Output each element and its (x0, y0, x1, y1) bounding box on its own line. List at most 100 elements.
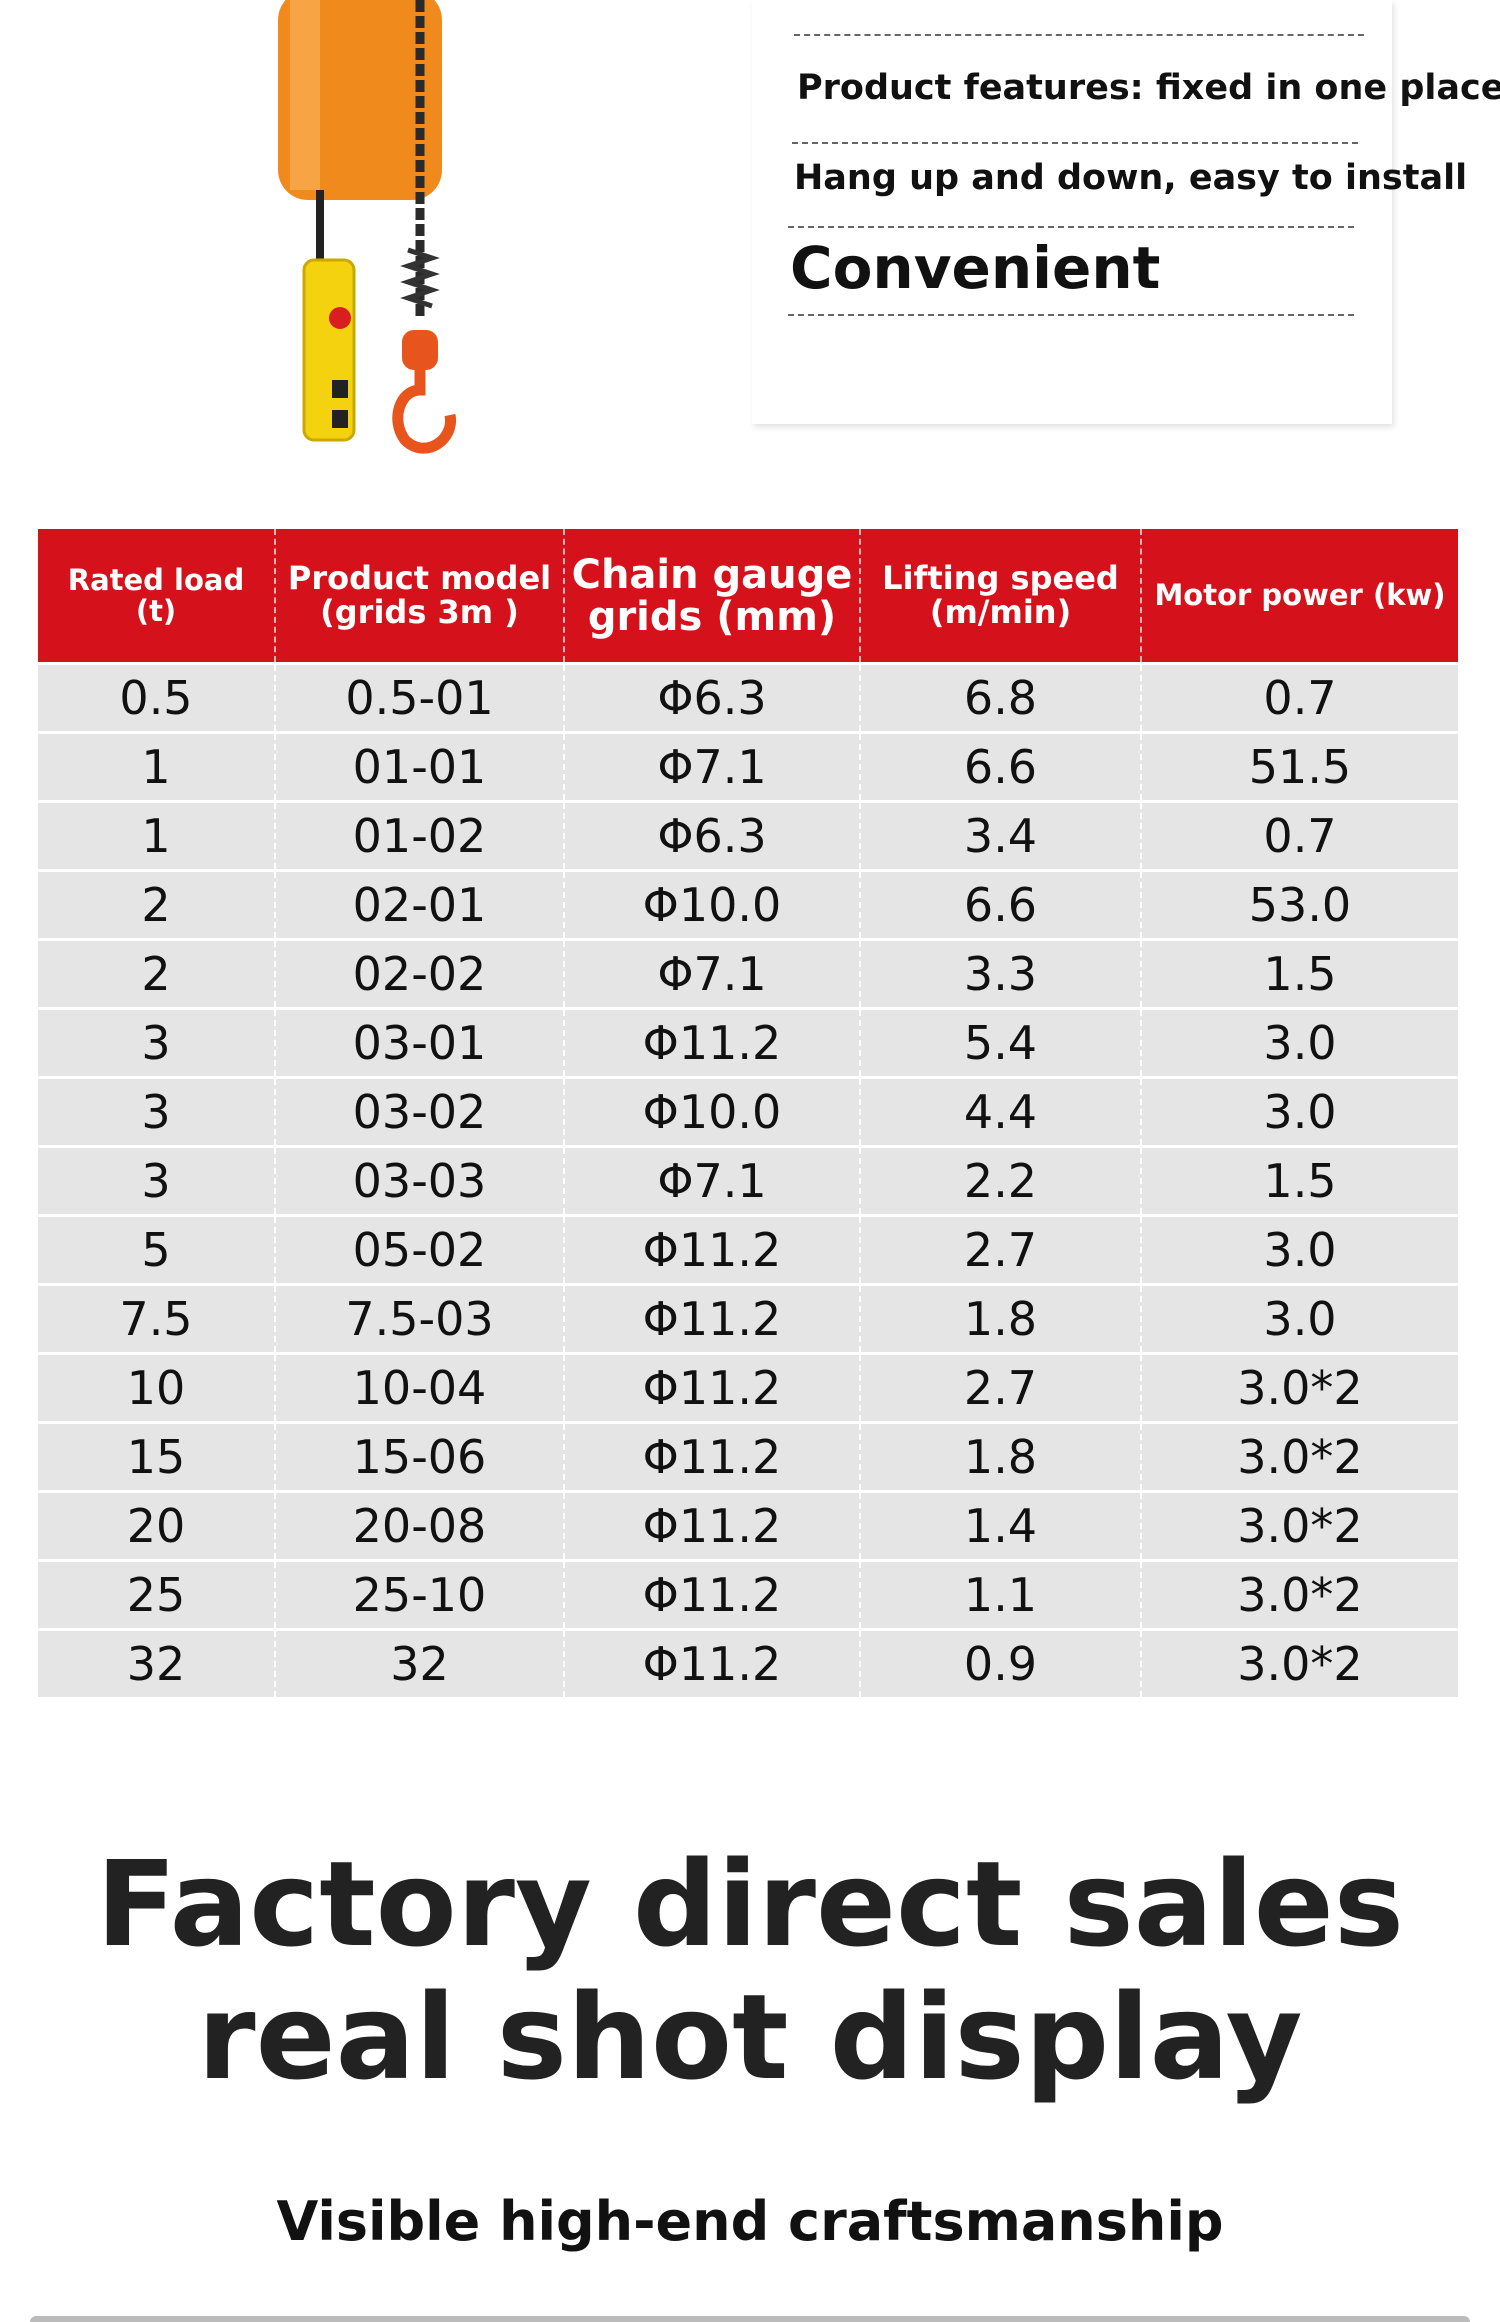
table-cell: 03-02 (274, 1076, 564, 1147)
feature-text: Product features: fixed in one place (797, 68, 1500, 108)
table-cell: Φ11.2 (563, 1490, 860, 1561)
table-cell: Φ6.3 (563, 662, 860, 733)
column-header: Product model (grids 3m ) (274, 529, 564, 664)
table-cell: 7.5-03 (274, 1283, 564, 1354)
table-cell: 0.5-01 (274, 662, 564, 733)
table-cell: 5.4 (859, 1007, 1141, 1078)
table-cell: 1 (38, 731, 275, 802)
table-cell: 03-03 (274, 1145, 564, 1216)
heading: Factory direct sales (95, 1835, 1405, 1973)
table-cell: 3.0 (1140, 1214, 1458, 1285)
table-cell: Φ10.0 (563, 869, 860, 940)
table-cell: 32 (38, 1628, 275, 1697)
table-body: 0.5 0.5-01 Φ6.3 6.8 0.7 1 01-01 Φ7.1 6.6 51.5 1 01-… (38, 662, 1458, 1697)
table-row: 7.5 7.5-03 Φ11.2 1.8 3.0 (38, 1283, 1458, 1354)
feature-title: Convenient (790, 234, 1161, 302)
table-cell: 03-01 (274, 1007, 564, 1078)
table-cell: 01-02 (274, 800, 564, 871)
header-row: Rated load (t) Product model (grids 3m ) C… (38, 529, 1458, 664)
table-cell: 7.5 (38, 1283, 275, 1354)
divider (788, 314, 1354, 316)
table-cell: 6.6 (859, 731, 1141, 802)
table-cell: 2 (38, 869, 275, 940)
feature-text: Hang up and down, easy to install (794, 158, 1468, 198)
table-cell: Φ11.2 (563, 1007, 860, 1078)
divider (794, 34, 1364, 36)
table-row: 3 03-01 Φ11.2 5.4 3.0 (38, 1007, 1458, 1078)
table-cell: 05-02 (274, 1214, 564, 1285)
table-cell: 3.0*2 (1140, 1490, 1458, 1561)
divider (788, 226, 1354, 228)
table-row: 25 25-10 Φ11.2 1.1 3.0*2 (38, 1559, 1458, 1630)
subtitle: Visible high-end craftsmanship (276, 2190, 1224, 2253)
table-cell: 20-08 (274, 1490, 564, 1561)
table-cell: 25 (38, 1559, 275, 1630)
next-image-edge (30, 2316, 1470, 2322)
table-cell: Φ7.1 (563, 1145, 860, 1216)
table-cell: Φ11.2 (563, 1628, 860, 1697)
table-cell: Φ11.2 (563, 1421, 860, 1492)
table-cell: Φ11.2 (563, 1283, 860, 1354)
table-cell: 3.0*2 (1140, 1628, 1458, 1697)
table-cell: 0.9 (859, 1628, 1141, 1697)
table-cell: 3.4 (859, 800, 1141, 871)
table-cell: 3.3 (859, 938, 1141, 1009)
table-cell: 15 (38, 1421, 275, 1492)
table-cell: 1.5 (1140, 1145, 1458, 1216)
hoist-image (278, 0, 456, 454)
table-cell: 3.0 (1140, 1076, 1458, 1147)
table-cell: 20 (38, 1490, 275, 1561)
table-cell: Φ11.2 (563, 1559, 860, 1630)
table-cell: 02-02 (274, 938, 564, 1009)
table-cell: 3 (38, 1007, 275, 1078)
table-cell: 32 (274, 1628, 564, 1697)
table-cell: 2.2 (859, 1145, 1141, 1216)
table-cell: 53.0 (1140, 869, 1458, 940)
divider (792, 142, 1358, 144)
table-row: 5 05-02 Φ11.2 2.7 3.0 (38, 1214, 1458, 1285)
table-cell: 2.7 (859, 1352, 1141, 1423)
table-row: 3 03-02 Φ10.0 4.4 3.0 (38, 1076, 1458, 1147)
table-row: 2 02-01 Φ10.0 6.6 53.0 (38, 869, 1458, 940)
table-cell: Φ11.2 (563, 1352, 860, 1423)
table-row: 0.5 0.5-01 Φ6.3 6.8 0.7 (38, 662, 1458, 733)
spec-table: Rated load (t) Product model (grids 3m ) C… (38, 529, 1458, 1697)
table-cell: 01-01 (274, 731, 564, 802)
table-cell: 1.8 (859, 1421, 1141, 1492)
table-cell: 0.5 (38, 662, 275, 733)
table-cell: 51.5 (1140, 731, 1458, 802)
table-cell: 1.5 (1140, 938, 1458, 1009)
table-cell: 3.0 (1140, 1283, 1458, 1354)
table-row: 1 01-01 Φ7.1 6.6 51.5 (38, 731, 1458, 802)
table-cell: Φ7.1 (563, 731, 860, 802)
table-cell: 15-06 (274, 1421, 564, 1492)
table-cell: 3.0 (1140, 1007, 1458, 1078)
table-cell: 3 (38, 1145, 275, 1216)
table-cell: 2 (38, 938, 275, 1009)
table-row: 1 01-02 Φ6.3 3.4 0.7 (38, 800, 1458, 871)
table-cell: 10 (38, 1352, 275, 1423)
table-cell: 6.6 (859, 869, 1141, 940)
table-cell: 6.8 (859, 662, 1141, 733)
table-row: 20 20-08 Φ11.2 1.4 3.0*2 (38, 1490, 1458, 1561)
table-cell: 0.7 (1140, 800, 1458, 871)
table-cell: 1.8 (859, 1283, 1141, 1354)
column-header: Chain gauge grids (mm) (563, 529, 860, 664)
table-cell: 10-04 (274, 1352, 564, 1423)
table-cell: Φ11.2 (563, 1214, 860, 1285)
table-cell: 02-01 (274, 869, 564, 940)
features-card: Product features: fixed in one place Han… (752, 0, 1500, 424)
column-header: Lifting speed (m/min) (859, 529, 1141, 664)
table-cell: 3.0*2 (1140, 1421, 1458, 1492)
table-cell: 5 (38, 1214, 275, 1285)
table-cell: 3.0*2 (1140, 1352, 1458, 1423)
table-cell: 1 (38, 800, 275, 871)
table-cell: 1.1 (859, 1559, 1141, 1630)
table-cell: 4.4 (859, 1076, 1141, 1147)
table-cell: 2.7 (859, 1214, 1141, 1285)
column-header: Motor power (kw) (1140, 529, 1458, 664)
table-cell: 3.0*2 (1140, 1559, 1458, 1630)
table-cell: Φ6.3 (563, 800, 860, 871)
table-cell: 0.7 (1140, 662, 1458, 733)
